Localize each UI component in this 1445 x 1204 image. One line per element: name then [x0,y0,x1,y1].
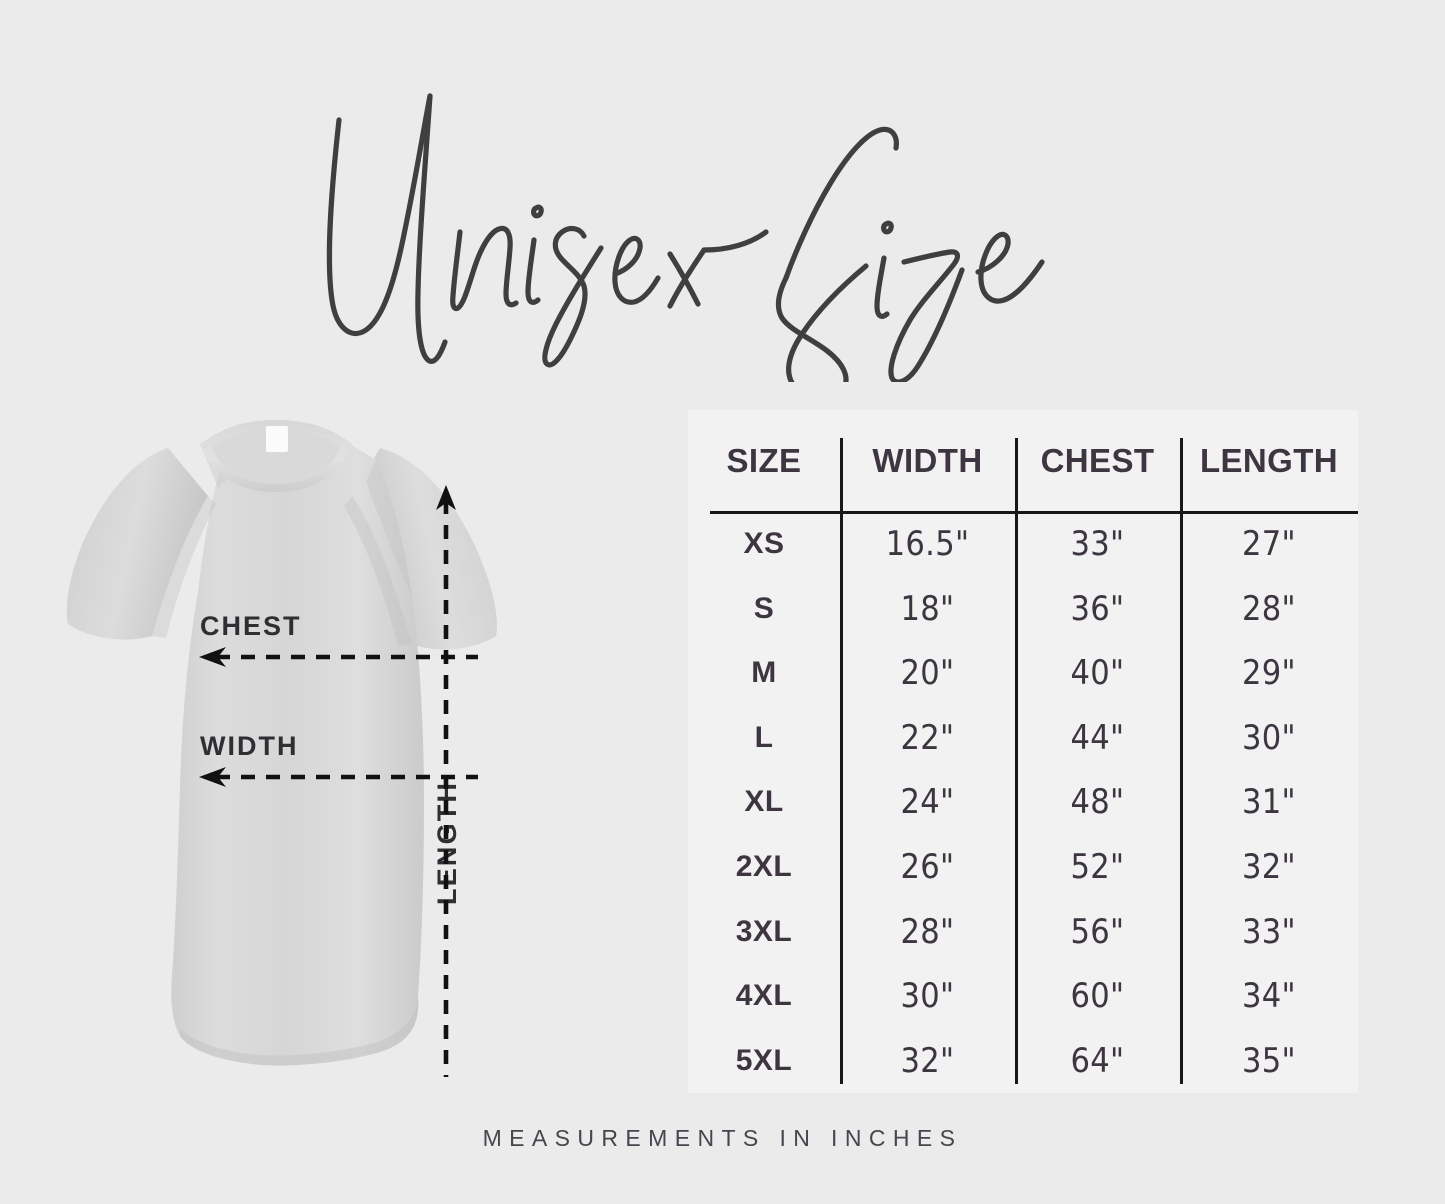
cell-chest: 64" [1070,1040,1125,1081]
cell-size: XL [744,785,784,819]
cell-length: 33" [1242,911,1296,952]
size-chart-panel: SIZE WIDTH CHEST LENGTH XS 16.5" 33" 27"… [688,410,1358,1093]
cell-size: S [753,591,775,625]
cell-width: 32" [900,1040,955,1081]
cell-chest: 48" [1070,782,1125,823]
cell-length: 34" [1242,976,1296,1017]
cell-size: XS [743,527,785,561]
cell-width: 28" [900,911,955,952]
cell-size: M [751,656,777,690]
length-label: LENGTH [432,780,462,905]
cell-length: 28" [1242,588,1296,629]
table-row: 2XL 26" 52" 32" [688,835,1358,900]
column-divider-3 [1180,438,1183,1084]
cell-chest: 36" [1070,588,1125,629]
table-row: S 18" 36" 28" [688,577,1358,642]
cell-length: 35" [1242,1040,1296,1081]
cell-chest: 60" [1070,976,1125,1017]
cell-width: 18" [900,588,955,629]
cell-length: 29" [1242,653,1296,694]
cell-width: 16.5" [885,524,970,565]
cell-size: 2XL [735,850,793,883]
table-row: M 20" 40" 29" [688,641,1358,706]
cell-length: 27" [1242,524,1296,565]
cell-size: 4XL [735,979,793,1013]
column-divider-1 [840,438,843,1084]
cell-chest: 52" [1070,847,1125,887]
cell-width: 24" [900,782,955,823]
cell-length: 30" [1242,717,1296,758]
header-underline [710,511,1358,514]
table-row: 5XL 32" 64" 35" [688,1028,1358,1093]
cell-size: L [754,720,774,754]
cell-size: 3XL [735,914,793,948]
cell-size: 5XL [735,1043,793,1077]
table-row: 4XL 30" 60" 34" [688,964,1358,1029]
cell-chest: 56" [1070,911,1125,952]
page-title: Unisex Size [318,72,1148,382]
width-label: WIDTH [200,731,299,761]
tshirt-illustration [40,400,600,1100]
footer-note: MEASUREMENTS IN INCHES [482,1125,963,1151]
column-header-size: SIZE [726,442,802,479]
cell-width: 26" [900,847,955,887]
table-header-row: SIZE WIDTH CHEST LENGTH [688,410,1358,512]
cell-chest: 44" [1070,717,1125,758]
cell-width: 22" [900,717,955,758]
chest-label: CHEST [200,611,302,641]
column-header-width: WIDTH [872,442,983,479]
cell-length: 32" [1242,847,1296,887]
table-row: 3XL 28" 56" 33" [688,899,1358,964]
cell-length: 31" [1242,782,1296,823]
size-chart-table: SIZE WIDTH CHEST LENGTH XS 16.5" 33" 27"… [688,410,1358,1093]
column-header-chest: CHEST [1040,442,1155,479]
column-header-length: LENGTH [1199,442,1339,479]
table-row: XL 24" 48" 31" [688,770,1358,835]
cell-width: 20" [900,653,955,694]
cell-chest: 40" [1070,653,1125,694]
column-divider-2 [1015,438,1018,1084]
table-row: XS 16.5" 33" 27" [688,512,1358,577]
cell-width: 30" [900,976,955,1017]
table-row: L 22" 44" 30" [688,706,1358,771]
cell-chest: 33" [1070,524,1125,565]
